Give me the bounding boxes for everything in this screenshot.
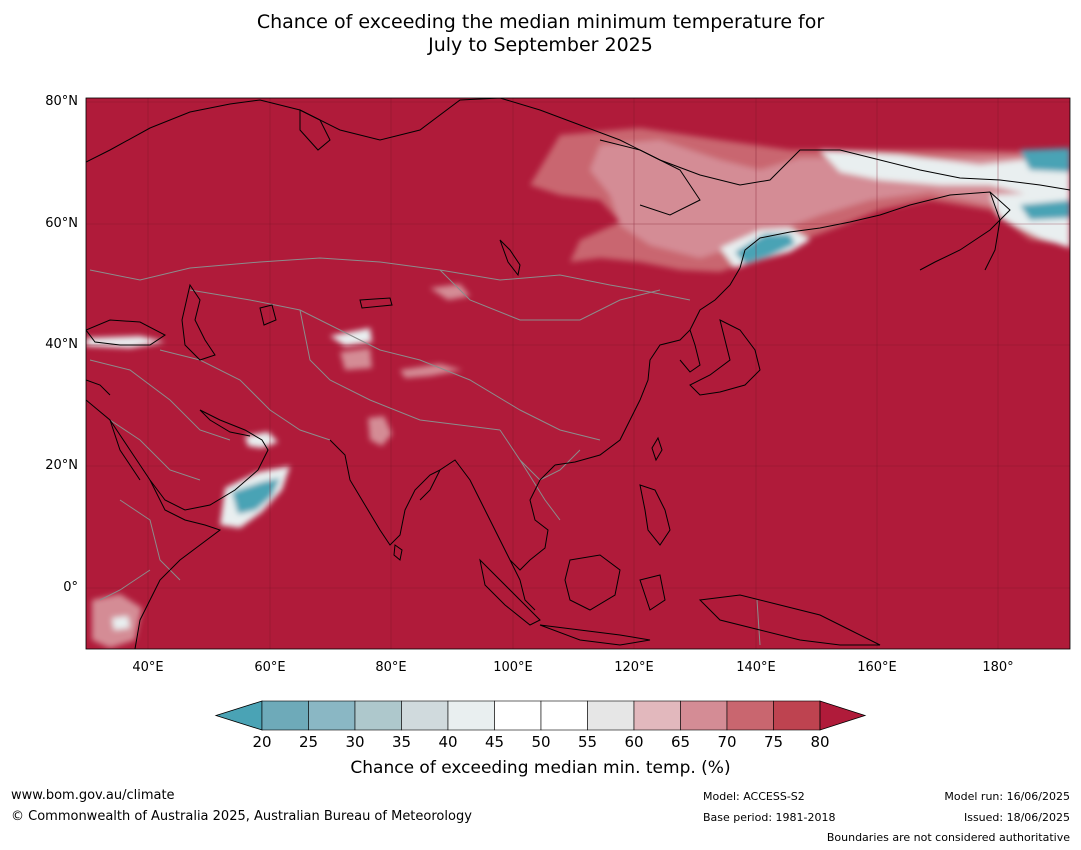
coast-balkhash: [359, 297, 393, 309]
colorbar-tick-label: 35: [391, 733, 412, 751]
patch-east-siberia-blue: [1020, 148, 1070, 172]
colorbar-bin: [447, 700, 495, 731]
lon-label-140e: 140°E: [736, 660, 776, 675]
coast-sumatra: [479, 558, 541, 626]
colorbar-bin: [587, 700, 635, 731]
colorbar-under-arrow: [214, 700, 263, 731]
coast-korea: [679, 329, 701, 373]
coast-india: [329, 439, 441, 546]
lat-label-0: 0°: [63, 580, 78, 595]
coast-okhotsk: [739, 191, 1011, 271]
country-borders: [89, 257, 761, 646]
colorbar-bin: [261, 700, 309, 731]
patch-arabian-sea-blue: [232, 478, 280, 514]
colorbar-bin: [308, 700, 356, 731]
coast-sri-lanka: [393, 544, 403, 561]
issued-text: Issued: 18/06/2025: [963, 811, 1070, 824]
patch-okhotsk-blue: [735, 234, 795, 264]
colorbar-bin: [726, 700, 774, 731]
coast-baikal: [499, 239, 521, 277]
coast-japan: [689, 319, 761, 396]
patch-india-pink: [368, 416, 392, 446]
coast-arabia: [86, 399, 269, 511]
coast-red-sea: [109, 419, 141, 481]
colorbar-label: Chance of exceeding median min. temp. (%…: [350, 758, 731, 778]
coast-new-guinea: [698, 594, 881, 646]
patch-tibet-pink: [400, 364, 462, 378]
colorbar-tick-label: 30: [345, 733, 365, 751]
coast-arctic: [86, 98, 1070, 191]
colorbar-bin: [773, 700, 821, 731]
lon-label-80e: 80°E: [375, 660, 407, 675]
lon-label-40e: 40°E: [132, 660, 164, 675]
colorbar-tick-label: 65: [670, 733, 691, 751]
website-link[interactable]: www.bom.gov.au/climate: [11, 788, 175, 803]
coast-novaya-zemlya: [299, 109, 331, 151]
coastlines: [86, 98, 1070, 649]
coast-east-asia: [554, 267, 741, 466]
colorbar-tick-label: 80: [810, 733, 830, 751]
colorbar: [214, 700, 867, 731]
colorbar-bin: [354, 700, 402, 731]
copyright-text: © Commonwealth of Australia 2025, Austra…: [11, 809, 472, 824]
colorbar-tick-label: 50: [531, 733, 551, 751]
chart-title-line1: Chance of exceeding the median minimum t…: [256, 11, 825, 33]
lon-label-160e: 160°E: [857, 660, 897, 675]
colorbar-tick-label: 25: [298, 733, 319, 751]
base-period-text: Base period: 1981-2018: [703, 811, 836, 824]
coast-kamchatka: [984, 191, 1001, 271]
colorbar-tick-label: 45: [484, 733, 505, 751]
coast-taimyr: [599, 139, 701, 216]
lat-label-80n: 80°N: [45, 94, 78, 109]
colorbar-tick-label: 40: [438, 733, 458, 751]
model-text: Model: ACCESS-S2: [703, 790, 805, 803]
colorbar-tick-label: 20: [252, 733, 272, 751]
coast-aral: [259, 304, 277, 326]
disclaimer-text: Boundaries are not considered authoritat…: [826, 831, 1070, 844]
colorbar-bin: [680, 700, 728, 731]
coast-africa-horn: [134, 479, 222, 649]
model-run-text: Model run: 16/06/2025: [944, 790, 1070, 803]
colorbar-tick-label: 70: [717, 733, 737, 751]
lon-label-120e: 120°E: [614, 660, 654, 675]
patch-mongolia-pink: [430, 284, 470, 300]
patch-central-asia-pink: [340, 348, 372, 370]
colorbar-bin: [633, 700, 681, 731]
coast-black-sea: [86, 319, 166, 346]
graticule: [86, 98, 1070, 649]
coast-borneo: [564, 554, 621, 611]
probability-patches: [86, 128, 1070, 648]
patch-lake-victoria-white: [112, 616, 130, 630]
colorbar-tick-label: 60: [624, 733, 644, 751]
coast-persian-gulf: [199, 409, 251, 437]
lat-label-60n: 60°N: [45, 216, 78, 231]
chart-title-line2: July to September 2025: [428, 34, 653, 56]
colorbar-tick-label: 55: [577, 733, 598, 751]
colorbar-bin: [540, 700, 588, 731]
patch-kamchatka-blue: [1020, 200, 1070, 220]
coast-java: [539, 624, 651, 646]
lat-label-20n: 20°N: [45, 458, 78, 473]
colorbar-bin: [401, 700, 449, 731]
colorbar-bin: [494, 700, 542, 731]
patch-central-asia-white: [330, 328, 372, 346]
coast-malay: [509, 559, 536, 611]
colorbar-over-arrow: [819, 700, 867, 731]
colorbar-tick-label: 75: [763, 733, 784, 751]
coast-sulawesi: [639, 574, 666, 611]
lon-label-180: 180°: [982, 660, 1014, 675]
coast-mediterranean: [86, 379, 111, 396]
coast-taiwan: [651, 436, 663, 462]
coast-philippines: [639, 484, 671, 546]
coast-caspian: [181, 283, 216, 361]
map-frame: [85, 97, 1071, 650]
lon-label-100e: 100°E: [493, 660, 533, 675]
lat-label-40n: 40°N: [45, 337, 78, 352]
lon-label-60e: 60°E: [254, 660, 286, 675]
